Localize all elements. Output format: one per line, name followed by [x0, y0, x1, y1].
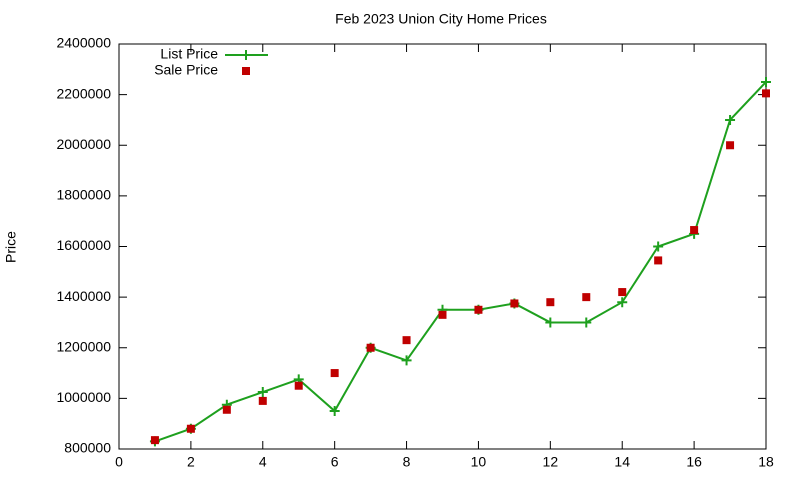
data-point	[294, 381, 303, 390]
data-point	[510, 299, 519, 308]
x-tick-label: 2	[187, 454, 195, 470]
legend-label: List Price	[160, 46, 218, 62]
y-tick-label: 2400000	[56, 35, 111, 51]
data-point	[150, 436, 159, 445]
x-tick-label: 12	[543, 454, 559, 470]
x-tick-label: 16	[686, 454, 702, 470]
data-point	[581, 317, 592, 328]
data-point	[726, 141, 735, 150]
data-point	[618, 288, 627, 297]
y-tick-label: 2000000	[56, 136, 111, 152]
legend-marker	[241, 50, 251, 60]
data-point	[329, 406, 340, 417]
x-tick-label: 10	[471, 454, 487, 470]
data-point	[690, 226, 699, 235]
data-point	[762, 89, 770, 98]
data-point	[222, 405, 231, 414]
chart-title: Feb 2023 Union City Home Prices	[335, 11, 547, 27]
y-tick-label: 1400000	[56, 288, 111, 304]
legend-label: Sale Price	[154, 62, 218, 78]
x-tick-label: 8	[403, 454, 411, 470]
data-point	[438, 310, 447, 319]
data-point	[761, 76, 771, 87]
data-point	[186, 424, 195, 433]
x-tick-label: 6	[331, 454, 339, 470]
y-tick-label: 800000	[64, 440, 111, 456]
data-point	[545, 317, 556, 328]
x-tick-label: 18	[758, 454, 774, 470]
data-point	[258, 396, 267, 405]
data-point	[257, 387, 268, 398]
legend-marker	[242, 67, 250, 75]
y-axis-label: Price	[3, 231, 19, 263]
x-tick-label: 0	[115, 454, 123, 470]
data-point	[402, 336, 411, 345]
data-point	[617, 297, 628, 308]
data-point	[546, 298, 555, 307]
series-line	[154, 81, 767, 443]
x-tick-label: 14	[614, 454, 630, 470]
y-tick-label: 1800000	[56, 187, 111, 203]
data-point	[401, 355, 412, 366]
data-point	[653, 241, 664, 252]
data-point	[654, 256, 663, 265]
y-tick-label: 2200000	[56, 85, 111, 101]
y-tick-label: 1200000	[56, 338, 111, 354]
y-tick-label: 1600000	[56, 237, 111, 253]
data-point	[366, 343, 375, 352]
y-tick-label: 1000000	[56, 389, 111, 405]
data-point	[725, 114, 736, 125]
data-point	[330, 369, 339, 378]
data-point	[582, 293, 591, 302]
x-tick-label: 4	[259, 454, 267, 470]
data-point	[474, 305, 483, 314]
